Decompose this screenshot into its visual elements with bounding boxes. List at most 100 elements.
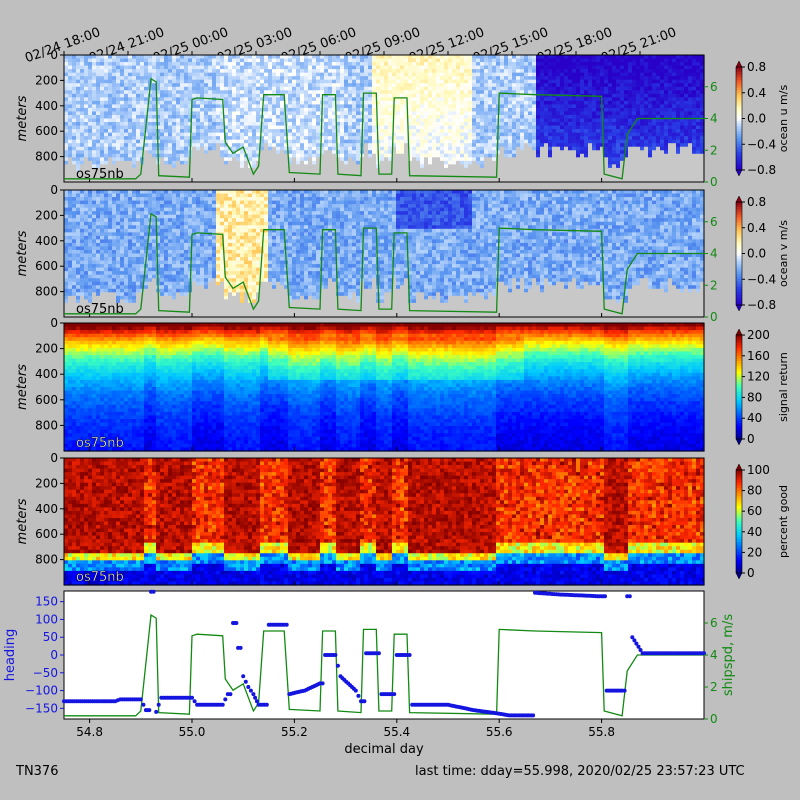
heatmap-cell bbox=[576, 62, 581, 67]
heatmap-cell bbox=[76, 167, 81, 173]
heatmap-cell bbox=[164, 97, 169, 102]
heatmap-cell bbox=[216, 164, 221, 169]
heatmap-cell bbox=[212, 76, 217, 81]
heatmap-cell bbox=[164, 58, 169, 63]
heatmap-cell bbox=[576, 153, 581, 158]
heatmap-cell bbox=[76, 107, 81, 113]
heatmap-cell bbox=[508, 139, 513, 144]
heatmap-cell bbox=[232, 139, 237, 144]
heatmap-cell bbox=[112, 55, 117, 60]
heatmap-cell bbox=[228, 79, 233, 84]
heatmap-cell bbox=[376, 90, 381, 95]
heatmap-cell bbox=[68, 146, 73, 151]
heatmap-cell bbox=[204, 72, 209, 77]
heatmap-cell bbox=[476, 86, 481, 91]
heatmap-cell bbox=[568, 150, 573, 155]
heatmap-cell bbox=[484, 100, 489, 105]
heatmap-cell bbox=[416, 132, 421, 137]
heatmap-cell bbox=[128, 164, 133, 169]
heatmap-cell bbox=[228, 93, 233, 98]
heatmap-cell bbox=[596, 114, 601, 120]
heatmap-cell bbox=[460, 157, 465, 162]
heatmap-cell bbox=[528, 174, 533, 180]
heatmap-cell bbox=[304, 86, 309, 91]
heatmap-cell bbox=[244, 107, 249, 113]
heatmap-cell bbox=[560, 58, 565, 63]
heatmap-cell bbox=[152, 160, 157, 165]
heatmap-cell bbox=[572, 69, 577, 74]
heatmap-cell bbox=[104, 174, 109, 180]
heatmap-cell bbox=[600, 55, 605, 60]
heatmap-cell bbox=[484, 146, 489, 151]
heatmap-cell bbox=[184, 171, 189, 176]
heatmap-cell bbox=[120, 146, 125, 151]
heatmap-cell bbox=[500, 164, 505, 169]
heatmap-cell bbox=[212, 100, 217, 105]
heatmap-cell bbox=[368, 118, 373, 123]
heatmap-cell bbox=[192, 100, 197, 105]
heatmap-cell bbox=[252, 55, 257, 60]
heatmap-cell bbox=[268, 62, 273, 67]
heatmap-cell bbox=[396, 125, 401, 130]
heatmap-cell bbox=[616, 62, 621, 67]
heatmap-cell bbox=[600, 65, 605, 70]
heatmap-cell bbox=[568, 143, 573, 148]
heatmap-cell bbox=[408, 86, 413, 91]
heatmap-cell bbox=[136, 146, 141, 151]
heatmap-cell bbox=[188, 118, 193, 123]
heatmap-cell bbox=[472, 65, 477, 70]
heatmap-cell bbox=[320, 132, 325, 137]
heatmap-cell bbox=[124, 150, 129, 155]
heatmap-cell bbox=[604, 65, 609, 70]
heatmap-cell bbox=[524, 93, 529, 98]
heatmap-cell bbox=[116, 125, 121, 130]
heatmap-cell bbox=[532, 178, 537, 183]
heatmap-cell bbox=[168, 72, 173, 77]
heatmap-cell bbox=[160, 72, 165, 77]
heatmap-cell bbox=[320, 136, 325, 141]
heatmap-cell bbox=[596, 122, 601, 127]
heatmap-cell bbox=[200, 62, 205, 67]
heatmap-cell bbox=[480, 178, 485, 183]
heatmap-cell bbox=[184, 146, 189, 151]
heatmap-cell bbox=[544, 100, 549, 105]
heatmap-cell bbox=[148, 146, 153, 151]
heatmap-cell bbox=[500, 178, 505, 183]
heatmap-cell bbox=[512, 93, 517, 98]
heatmap-cell bbox=[472, 167, 477, 173]
heatmap-cell bbox=[296, 122, 301, 127]
heatmap-cell bbox=[272, 114, 277, 120]
heatmap-cell bbox=[244, 114, 249, 120]
heatmap-cell bbox=[328, 114, 333, 120]
heatmap-cell bbox=[444, 146, 449, 151]
heatmap-cell bbox=[592, 150, 597, 155]
heatmap-cell bbox=[452, 86, 457, 91]
heatmap-cell bbox=[136, 93, 141, 98]
heatmap-cell bbox=[164, 107, 169, 113]
heatmap-cell bbox=[248, 62, 253, 67]
heatmap-cell bbox=[100, 160, 105, 165]
heatmap-cell bbox=[252, 72, 257, 77]
heatmap-cell bbox=[436, 79, 441, 84]
heatmap-cell bbox=[612, 178, 617, 183]
heatmap-cell bbox=[492, 122, 497, 127]
heatmap-cell bbox=[332, 157, 337, 162]
heatmap-cell bbox=[68, 150, 73, 155]
heatmap-cell bbox=[256, 139, 261, 144]
heatmap-cell bbox=[596, 100, 601, 105]
heatmap-cell bbox=[152, 114, 157, 120]
heatmap-cell bbox=[256, 90, 261, 95]
heatmap-cell bbox=[236, 174, 241, 180]
heatmap-cell bbox=[400, 146, 405, 151]
heatmap-cell bbox=[496, 72, 501, 77]
heatmap-cell bbox=[540, 136, 545, 141]
heatmap-cell bbox=[124, 97, 129, 102]
heatmap-cell bbox=[300, 55, 305, 60]
heatmap-cell bbox=[200, 129, 205, 134]
heatmap-cell bbox=[432, 107, 437, 113]
heatmap-cell bbox=[252, 62, 257, 67]
heatmap-cell bbox=[540, 143, 545, 148]
heatmap-cell bbox=[212, 104, 217, 109]
heatmap-cell bbox=[592, 143, 597, 148]
heatmap-cell bbox=[332, 55, 337, 60]
